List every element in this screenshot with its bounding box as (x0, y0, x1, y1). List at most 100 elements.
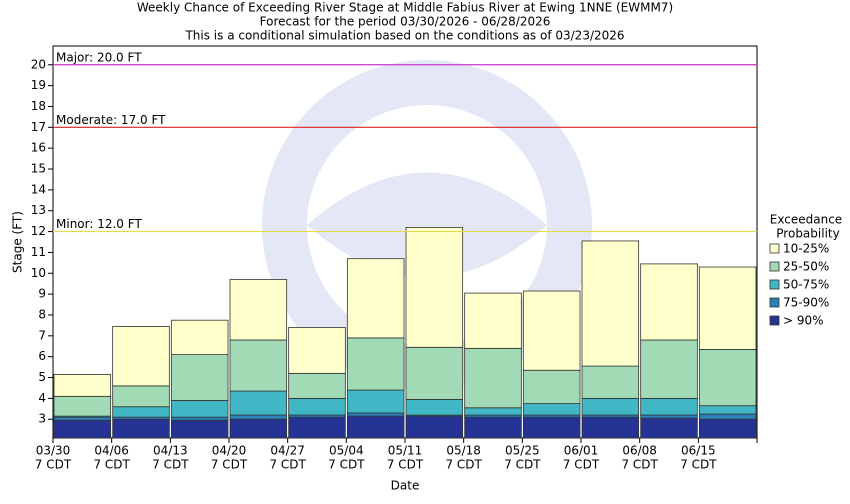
y-tick-label: 14 (31, 182, 46, 196)
bar-segment (640, 263, 698, 341)
y-tick-label: 13 (31, 203, 46, 217)
bar-segment (170, 400, 229, 418)
x-tick-label: 04/06 (94, 444, 129, 458)
bar-segment (170, 319, 229, 355)
bar-segment (288, 397, 346, 416)
bar-segment (229, 339, 288, 392)
y-axis-label: Stage (FT) (11, 211, 25, 273)
bar-segment (53, 374, 112, 397)
bar-segment (405, 399, 464, 416)
bar-segment (346, 337, 405, 391)
legend-swatch (769, 279, 780, 290)
legend-swatch (769, 315, 780, 326)
bar-segment (522, 416, 581, 439)
bar-segment (640, 414, 698, 419)
bar-segment (346, 389, 405, 414)
bar-segment (405, 415, 464, 439)
bar-segment (522, 369, 581, 404)
bar-segment (346, 415, 405, 439)
bar-segment (464, 416, 522, 439)
x-tick-label: 05/18 (446, 444, 481, 458)
bar-segment (640, 339, 698, 399)
bar-segment (522, 290, 581, 371)
bar-segment (346, 412, 405, 417)
x-tick-sublabel: 7 CDT (387, 458, 424, 472)
x-tick-label: 05/11 (388, 444, 423, 458)
chart-title: Weekly Chance of Exceeding River Stage a… (137, 1, 673, 15)
bar-segment (581, 416, 640, 439)
x-tick-label: 05/25 (505, 444, 540, 458)
x-tick-sublabel: 7 CDT (93, 458, 130, 472)
bar-segment (698, 266, 757, 350)
y-tick-label: 9 (38, 287, 46, 301)
y-tick-label: 19 (31, 78, 46, 92)
bar-segment (522, 403, 581, 416)
bar-segment (112, 406, 170, 418)
x-tick-sublabel: 7 CDT (269, 458, 306, 472)
legend-title: Probability (776, 227, 839, 241)
bar-segment (581, 240, 640, 367)
x-tick-sublabel: 7 CDT (621, 458, 658, 472)
bar-segment (288, 372, 346, 399)
x-tick-label: 06/15 (681, 444, 716, 458)
bar-segment (288, 327, 346, 374)
y-tick-label: 11 (31, 245, 46, 259)
threshold-label: Minor: 12.0 FT (56, 217, 142, 231)
x-tick-label: 05/04 (329, 444, 364, 458)
bar-segment (698, 405, 757, 415)
threshold-label: Moderate: 17.0 FT (56, 113, 166, 127)
x-tick-sublabel: 7 CDT (445, 458, 482, 472)
bar-segment (229, 414, 288, 420)
bar-segment (288, 416, 346, 439)
x-tick-label: 03/30 (36, 444, 71, 458)
legend-title: Exceedance (770, 213, 842, 227)
y-tick-label: 5 (38, 370, 46, 384)
chart-title: This is a conditional simulation based o… (184, 29, 624, 43)
y-tick-label: 18 (31, 99, 46, 113)
x-tick-label: 06/01 (564, 444, 599, 458)
bar-segment (53, 395, 112, 417)
x-tick-sublabel: 7 CDT (563, 458, 600, 472)
bar-segment (229, 279, 288, 341)
x-tick-sublabel: 7 CDT (35, 458, 72, 472)
y-tick-label: 3 (38, 412, 46, 426)
x-axis-label: Date (391, 479, 420, 493)
bar-segment (640, 417, 698, 439)
y-tick-label: 8 (38, 307, 46, 321)
x-tick-label: 06/08 (622, 444, 657, 458)
y-tick-label: 16 (31, 141, 46, 155)
bar-segment (170, 354, 229, 401)
x-tick-sublabel: 7 CDT (211, 458, 248, 472)
y-tick-label: 7 (38, 328, 46, 342)
x-tick-label: 04/20 (212, 444, 247, 458)
x-tick-label: 04/13 (153, 444, 188, 458)
bar-segment (170, 416, 229, 421)
watermark (262, 60, 592, 390)
legend-label: 75-90% (783, 296, 829, 310)
y-tick-label: 17 (31, 120, 46, 134)
x-tick-sublabel: 7 CDT (680, 458, 717, 472)
bar-segment (112, 385, 170, 408)
x-tick-sublabel: 7 CDT (152, 458, 189, 472)
bar-segment (698, 418, 757, 439)
y-tick-label: 15 (31, 162, 46, 176)
x-tick-sublabel: 7 CDT (504, 458, 541, 472)
x-tick-sublabel: 7 CDT (328, 458, 365, 472)
bar-segment (346, 258, 405, 339)
legend-label: > 90% (783, 314, 824, 328)
y-tick-label: 4 (38, 391, 46, 405)
legend-label: 25-50% (783, 260, 829, 274)
bar-segment (112, 326, 170, 387)
bar-segment (229, 418, 288, 439)
bar-segment (581, 365, 640, 399)
bar-segment (698, 413, 757, 420)
legend-label: 10-25% (783, 242, 829, 256)
bar-segment (464, 347, 522, 409)
threshold-label: Major: 20.0 FT (56, 50, 142, 64)
bar-segment (581, 397, 640, 416)
bar-segment (464, 407, 522, 416)
legend-swatch (769, 297, 780, 308)
y-tick-label: 20 (31, 57, 46, 71)
y-tick-label: 6 (38, 349, 46, 363)
